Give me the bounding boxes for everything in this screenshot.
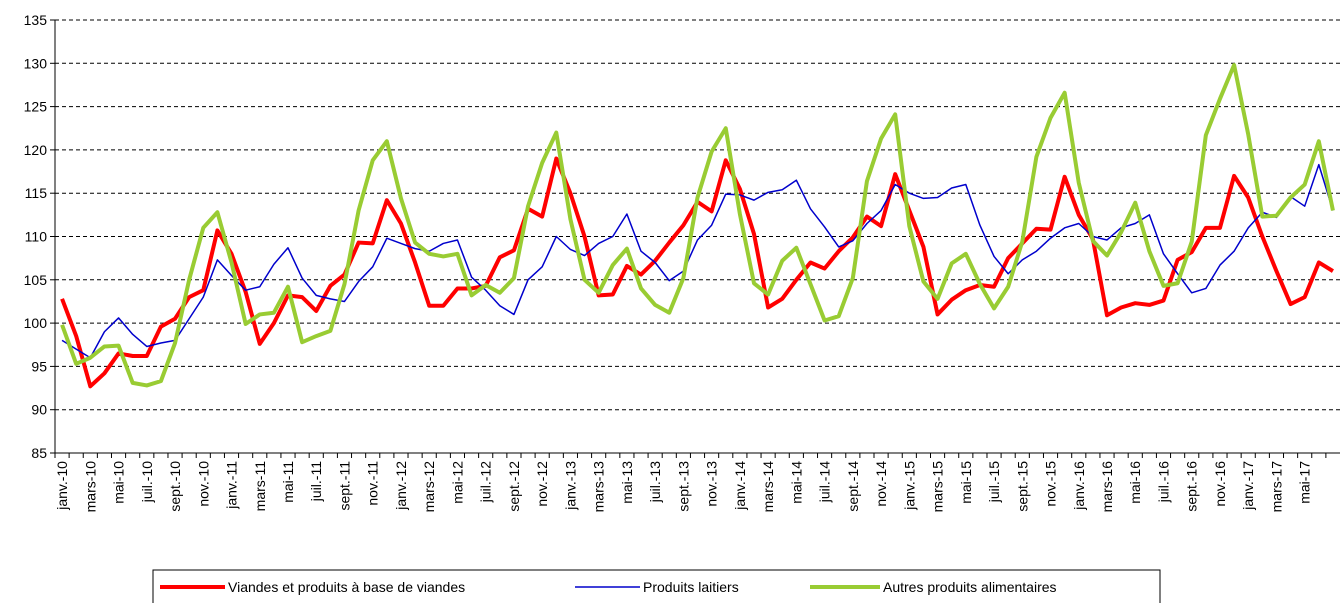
x-tick-label: nov.-11 xyxy=(365,461,381,506)
x-tick-label: nov.-10 xyxy=(195,461,211,507)
x-tick-label: nov.-15 xyxy=(1043,461,1059,507)
y-tick-label: 105 xyxy=(24,272,48,288)
x-tick-label: nov.-16 xyxy=(1212,461,1228,507)
x-tick-label: janv.-10 xyxy=(54,461,70,511)
x-tick-label: mai-10 xyxy=(111,461,127,504)
x-tick-label: juil.-11 xyxy=(308,461,324,502)
y-tick-label: 85 xyxy=(31,445,47,461)
x-tick-label: mars-11 xyxy=(252,461,268,512)
series-line xyxy=(60,63,1335,388)
y-tick-label: 90 xyxy=(31,402,47,418)
legend-label: Autres produits alimentaires xyxy=(883,579,1057,595)
x-tick-label: mai-14 xyxy=(788,461,804,504)
x-tick-label: juil.-16 xyxy=(1155,461,1171,503)
x-tick-label: mars-13 xyxy=(591,461,607,513)
x-tick-label: sept.-15 xyxy=(1014,461,1030,512)
legend-label: Viandes et produits à base de viandes xyxy=(228,579,465,595)
x-tick-label: sept.-13 xyxy=(675,461,691,512)
x-tick-label: janv.-16 xyxy=(1071,461,1087,511)
x-tick-label: janv.-13 xyxy=(562,461,578,511)
y-tick-label: 95 xyxy=(31,358,47,374)
x-tick-label: janv.-14 xyxy=(732,461,748,511)
legend-box xyxy=(152,569,1161,608)
x-tick-label: juil.-15 xyxy=(986,461,1002,503)
x-tick-label: mai-17 xyxy=(1297,461,1313,504)
x-tick-label: mars-16 xyxy=(1099,461,1115,513)
x-tick-label: nov.-13 xyxy=(704,461,720,507)
x-tick-label: sept.-10 xyxy=(167,461,183,512)
x-tick-label: mars-14 xyxy=(760,461,776,513)
x-tick-label: mars-17 xyxy=(1268,461,1284,513)
x-tick-label: juil.-12 xyxy=(478,461,494,503)
x-tick-label: janv.-15 xyxy=(901,461,917,511)
x-tick-label: sept.-16 xyxy=(1184,461,1200,512)
y-tick-label: 100 xyxy=(24,315,48,331)
y-tick-label: 130 xyxy=(24,55,48,71)
x-tick-label: mai-15 xyxy=(958,461,974,504)
x-tick-label: mai-13 xyxy=(619,461,635,504)
x-tick-label: janv.-17 xyxy=(1240,461,1256,511)
x-tick-label: sept.-11 xyxy=(336,461,352,511)
y-tick-label: 125 xyxy=(24,99,48,115)
x-tick-label: mars-15 xyxy=(930,461,946,513)
y-tick-label: 115 xyxy=(25,185,48,201)
legend-label: Produits laitiers xyxy=(643,579,739,595)
x-tick-label: janv.-12 xyxy=(393,461,409,511)
y-tick-label: 135 xyxy=(24,12,48,28)
y-tick-label: 110 xyxy=(25,229,48,245)
x-tick-label: juil.-13 xyxy=(647,461,663,503)
x-tick-label: janv.-11 xyxy=(224,461,240,510)
x-tick-label: mars-12 xyxy=(421,461,437,513)
x-tick-label: nov.-14 xyxy=(873,461,889,507)
x-tick-label: mai-11 xyxy=(280,461,296,503)
x-tick-label: juil.-14 xyxy=(817,461,833,503)
x-tick-label: mai-16 xyxy=(1127,461,1143,504)
x-tick-label: nov.-12 xyxy=(534,461,550,507)
x-tick-label: sept.-14 xyxy=(845,461,861,512)
x-tick-label: mai-12 xyxy=(449,461,465,504)
x-tick-label: juil.-10 xyxy=(139,461,155,503)
y-tick-label: 120 xyxy=(24,142,48,158)
x-tick-label: mars-10 xyxy=(82,461,98,513)
x-tick-label: sept.-12 xyxy=(506,461,522,512)
